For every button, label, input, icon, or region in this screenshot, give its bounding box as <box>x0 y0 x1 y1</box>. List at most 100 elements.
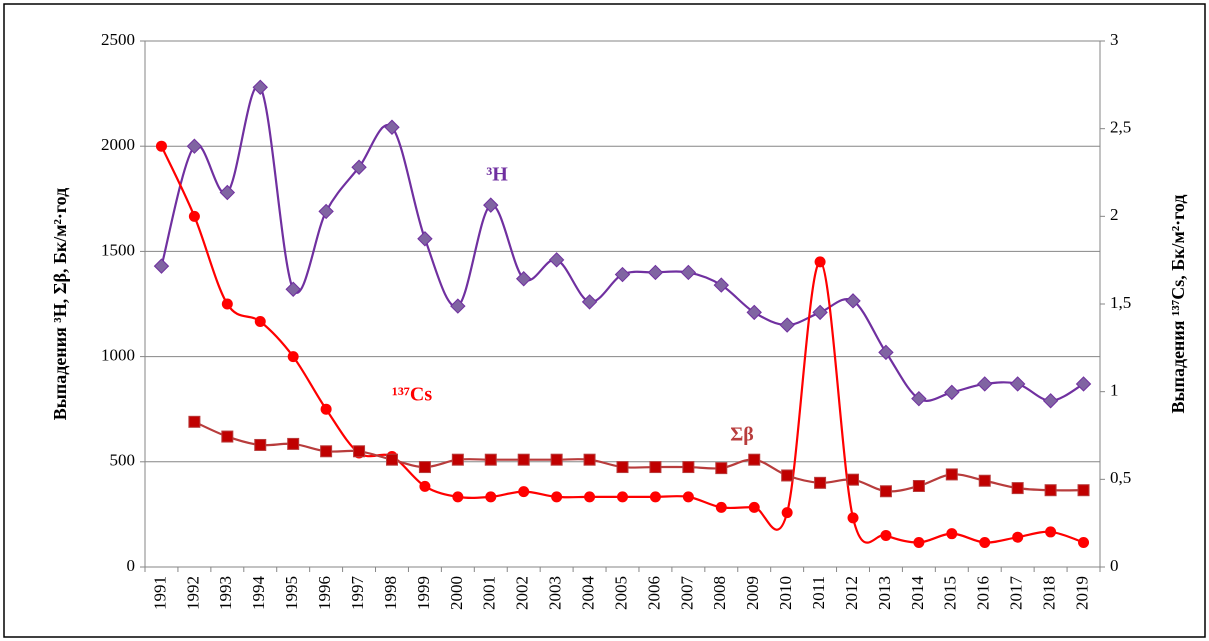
marker <box>320 403 332 415</box>
marker <box>353 445 366 458</box>
y-tick-label: 2500 <box>101 30 135 49</box>
marker <box>518 486 530 498</box>
y2-tick-label: 0 <box>1110 556 1119 575</box>
x-tick-label: 2004 <box>578 576 597 611</box>
y2-tick-label: 1,5 <box>1110 293 1131 312</box>
x-tick-label: 2018 <box>1040 576 1059 610</box>
marker <box>1077 484 1090 497</box>
marker <box>779 317 795 333</box>
marker <box>647 264 664 281</box>
marker <box>748 501 760 513</box>
marker <box>614 266 631 283</box>
marker <box>451 453 464 466</box>
x-tick-label: 1997 <box>348 576 367 611</box>
x-tick-label: 2013 <box>875 576 894 610</box>
marker <box>847 512 859 524</box>
x-tick-label: 2003 <box>546 576 565 610</box>
marker <box>219 184 236 201</box>
marker <box>748 453 761 466</box>
marker <box>978 474 991 487</box>
marker <box>153 258 170 274</box>
marker <box>715 462 728 475</box>
x-tick-label: 1994 <box>249 576 268 611</box>
marker <box>417 231 433 247</box>
x-tick-label: 1999 <box>414 576 433 610</box>
series-label: ¹³⁷Cs <box>392 384 432 406</box>
x-tick-label: 2001 <box>480 576 499 610</box>
chart-frame <box>3 3 1206 638</box>
marker <box>946 528 958 540</box>
marker <box>1012 531 1024 543</box>
marker <box>746 304 762 321</box>
marker <box>254 316 266 328</box>
x-tick-label: 2008 <box>710 576 729 610</box>
marker <box>847 473 860 486</box>
marker <box>715 501 727 513</box>
marker <box>649 461 662 474</box>
marker <box>485 491 497 503</box>
y2-tick-label: 1 <box>1110 381 1119 400</box>
marker <box>188 210 200 222</box>
marker <box>1009 376 1026 392</box>
marker <box>254 438 267 451</box>
x-tick-label: 2015 <box>941 576 960 610</box>
x-tick-label: 1995 <box>282 576 301 610</box>
series-line <box>160 84 1085 402</box>
marker <box>680 264 697 281</box>
x-tick-label: 2005 <box>611 576 630 610</box>
marker <box>551 491 563 503</box>
x-tick-label: 2002 <box>513 576 532 610</box>
marker <box>814 476 827 489</box>
marker <box>517 453 530 466</box>
x-tick-label: 1996 <box>315 576 334 610</box>
y2-tick-label: 2 <box>1110 205 1119 224</box>
marker <box>913 536 925 548</box>
y-tick-label: 1500 <box>101 240 135 259</box>
marker <box>977 376 993 392</box>
y-tick-label: 0 <box>127 556 136 575</box>
marker <box>1011 482 1024 495</box>
marker <box>979 536 991 548</box>
x-tick-label: 2006 <box>644 576 663 610</box>
x-tick-label: 2012 <box>842 576 861 610</box>
series-line <box>193 420 1084 493</box>
marker <box>1045 526 1057 538</box>
marker <box>484 453 497 466</box>
marker <box>880 529 892 541</box>
marker <box>450 298 466 314</box>
marker <box>616 461 629 474</box>
x-tick-label: 2016 <box>974 576 993 610</box>
marker <box>814 256 826 268</box>
marker <box>351 159 367 175</box>
marker <box>812 304 828 321</box>
marker <box>287 351 299 363</box>
x-tick-label: 1992 <box>183 576 202 610</box>
marker <box>419 480 431 492</box>
marker <box>713 277 730 293</box>
marker <box>1078 536 1090 548</box>
marker <box>550 453 563 466</box>
marker <box>945 468 958 481</box>
marker <box>252 79 268 95</box>
y2-tick-label: 0,5 <box>1110 468 1131 487</box>
marker <box>287 437 300 450</box>
x-tick-label: 1998 <box>381 576 400 610</box>
x-tick-label: 1993 <box>216 576 235 610</box>
x-tick-label: 2009 <box>743 576 762 610</box>
marker <box>385 453 398 466</box>
marker <box>548 252 565 268</box>
x-tick-label: 2019 <box>1072 576 1091 610</box>
marker <box>617 491 628 503</box>
y-axis-title: Выпадения ³H, Σβ, Бк/м²·год <box>50 188 70 420</box>
marker <box>781 469 794 482</box>
x-tick-label: 2000 <box>447 576 466 610</box>
y2-tick-label: 2,5 <box>1110 118 1131 137</box>
x-tick-label: 2010 <box>776 576 795 610</box>
marker <box>682 461 695 474</box>
y-tick-label: 1000 <box>101 346 135 365</box>
y2-axis-title: Выпадения ¹³⁷Cs, Бк/м²·год <box>1168 195 1188 414</box>
x-tick-label: 2017 <box>1007 576 1026 611</box>
x-tick-label: 2014 <box>908 576 927 611</box>
y-tick-label: 2000 <box>101 135 135 154</box>
